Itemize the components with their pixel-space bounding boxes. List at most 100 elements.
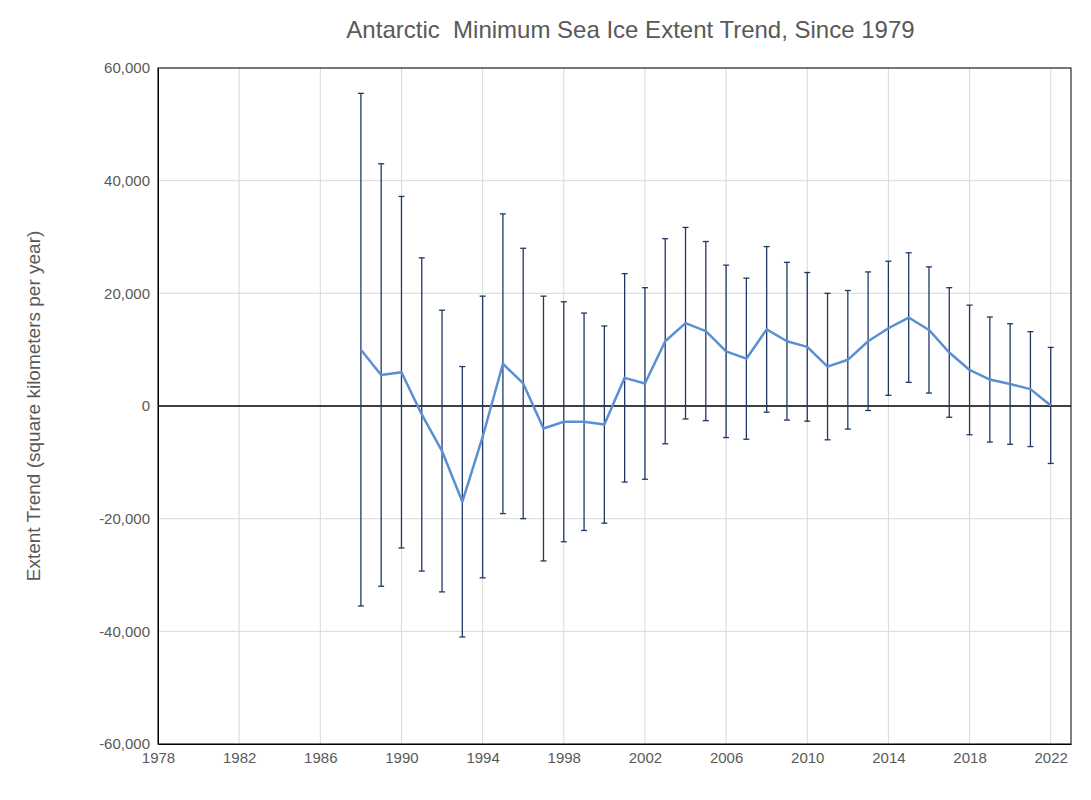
x-tick-label: 1982 [223,749,256,766]
y-tick-label: -60,000 [99,735,150,752]
error-cap [520,248,526,249]
error-cap [987,316,993,317]
grid-line-x [969,68,970,744]
error-cap [358,605,364,606]
error-cap [845,428,851,429]
error-cap [885,395,891,396]
error-cap [723,265,729,266]
error-cap [358,93,364,94]
y-tick-label: -20,000 [99,510,150,527]
error-cap [581,530,587,531]
y-tick: 40,000 [104,172,158,189]
error-cap [439,310,445,311]
grid-line-x [563,68,564,744]
error-cap [764,246,770,247]
error-cap [1007,444,1013,445]
error-cap [581,312,587,313]
x-tick-label: 2014 [872,749,905,766]
error-cap [662,443,668,444]
error-cap [398,547,404,548]
error-cap [642,479,648,480]
x-tick-label: 1994 [466,749,499,766]
error-cap [378,163,384,164]
error-cap [1027,446,1033,447]
error-cap [520,518,526,519]
x-tick: 1998 [548,744,581,766]
y-tick: 20,000 [104,285,158,302]
y-tick-label: 0 [142,397,150,414]
error-cap [480,577,486,578]
error-cap [378,586,384,587]
grid-line-y [158,293,1071,294]
error-cap [946,287,952,288]
chart: 1978198219861990199419982002200620102014… [0,0,1091,800]
title: Antarctic Minimum Sea Ice Extent Trend, … [346,16,914,43]
error-cap [764,412,770,413]
error-cap [865,271,871,272]
x-tick: 2014 [872,744,905,766]
error-bars [358,93,1054,637]
y-tick-label: 40,000 [104,172,150,189]
error-cap [825,293,831,294]
error-cap [622,481,628,482]
error-cap [1007,323,1013,324]
plot-frame [158,68,1071,744]
x-tick: 1990 [385,744,418,766]
error-cap [825,439,831,440]
error-cap [561,301,567,302]
error-cap [723,437,729,438]
error-cap [398,196,404,197]
y-tick-label: 60,000 [104,59,150,76]
grid-line-y [158,631,1071,632]
y-tick: -20,000 [99,510,158,527]
error-cap [967,434,973,435]
error-cap [926,266,932,267]
error-cap [906,382,912,383]
error-cap [804,272,810,273]
grid-line-x [644,68,645,744]
error-cap [500,513,506,514]
x-tick: 2010 [791,744,824,766]
error-cap [1048,347,1054,348]
grid-line-y [158,180,1071,181]
error-cap [885,261,891,262]
error-cap [642,287,648,288]
x-tick: 2006 [710,744,743,766]
error-cap [845,290,851,291]
error-cap [683,418,689,419]
error-cap [500,213,506,214]
x-tick-label: 1990 [385,749,418,766]
x-tick: 2002 [629,744,662,766]
y-axis: -60,000 -40,000 -20,000 0 20,000 40,000 60,000 [99,59,158,752]
error-cap [926,392,932,393]
error-cap [540,295,546,296]
error-cap [743,277,749,278]
x-tick-label: 1986 [304,749,337,766]
error-cap [622,273,628,274]
error-cap [459,636,465,637]
grid-line-x [1050,68,1051,744]
error-cap [561,541,567,542]
x-tick-label: 2018 [953,749,986,766]
error-cap [459,366,465,367]
grid-line-x [726,68,727,744]
grid-line-x [401,68,402,744]
grid-line-x [807,68,808,744]
error-cap [419,257,425,258]
x-tick: 1994 [466,744,499,766]
zero-line [158,405,1071,407]
error-cap [683,227,689,228]
error-cap [703,241,709,242]
error-cap [601,523,607,524]
error-cap [601,325,607,326]
x-axis: 1978198219861990199419982002200620102014… [142,744,1072,766]
error-cap [743,439,749,440]
x-tick-label: 2006 [710,749,743,766]
error-cap [906,252,912,253]
error-cap [865,410,871,411]
error-cap [784,262,790,263]
y-tick-label: -40,000 [99,623,150,640]
error-cap [540,560,546,561]
x-tick-label: 1998 [548,749,581,766]
x-tick: 2018 [953,744,986,766]
